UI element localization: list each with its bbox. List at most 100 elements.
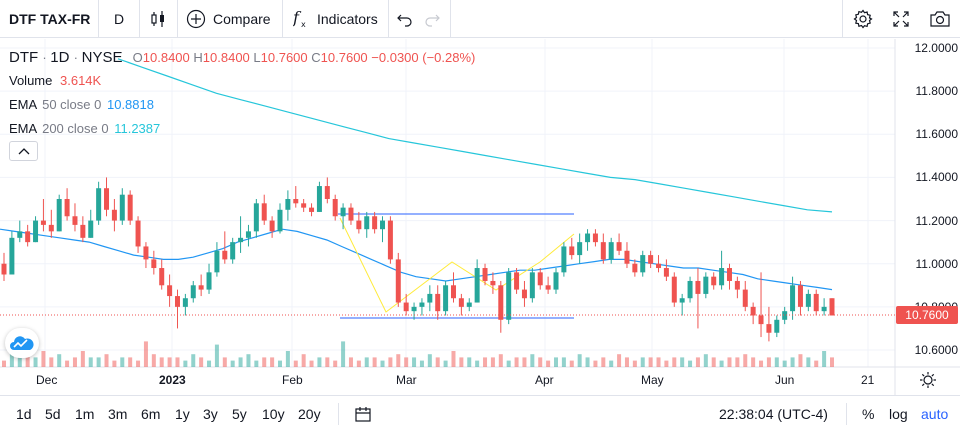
volume-bar [703,354,708,367]
auto-toggle[interactable]: auto [921,406,949,422]
volume-bar [230,360,235,367]
candle-body [269,220,275,232]
axis-settings-button[interactable] [919,371,937,394]
candle-body [104,188,110,210]
candle-body [9,237,15,275]
chart-type-button[interactable] [149,0,167,38]
candle-body [403,302,409,312]
volume-bar [159,357,164,367]
candle-body [182,298,188,307]
volume-bar [498,354,503,367]
undo-button[interactable] [396,0,414,38]
log-toggle[interactable]: log [889,406,908,422]
volume-bar [656,357,661,367]
compare-button[interactable]: Compare [186,0,271,38]
ema200-legend[interactable]: EMA 200 close 0 11.2387 [9,121,160,136]
volume-bar [325,357,330,367]
candle-body [640,255,646,273]
range-button-6m[interactable]: 6m [141,406,161,422]
legend-collapse-button[interactable] [9,141,38,161]
range-button-10y[interactable]: 10y [262,406,285,422]
volume-bar [183,360,188,367]
symbol-search-button[interactable]: DTF TAX-FR [9,0,90,38]
chevron-up-icon [18,147,30,155]
volume-bar [688,360,693,367]
bottom-divider [338,403,339,425]
low-label: L [253,50,261,65]
svg-text:f: f [293,9,302,27]
range-button-1m[interactable]: 1m [75,406,95,422]
time-tick-label: Dec [36,373,58,387]
range-button-1d[interactable]: 1d [16,406,32,422]
clock[interactable]: 22:38:04 (UTC-4) [719,406,828,422]
toolbar-divider [388,0,389,38]
tradingview-logo[interactable] [5,328,39,358]
candle-body [443,285,449,312]
range-button-3y[interactable]: 3y [203,406,218,422]
volume-bar [167,357,172,367]
time-tick-label: Apr [535,373,554,387]
toolbar-divider [139,0,140,38]
volume-bar [175,357,180,367]
fullscreen-button[interactable] [892,0,910,38]
candle-body [569,246,575,256]
candle-body [624,250,630,264]
volume-bar [199,357,204,367]
candle-body [782,311,788,320]
volume-bar [585,357,590,367]
toolbar-divider [282,0,283,38]
bottom-toolbar [0,395,960,433]
volume-bar [593,360,598,367]
candle-body [206,272,212,290]
go-to-date-button[interactable] [354,405,372,428]
volume-bar [333,360,338,367]
sun-settings-icon [919,371,937,389]
candle-body [167,285,173,297]
ema50-series [0,228,833,291]
volume-legend[interactable]: Volume 3.614K [9,73,101,88]
undo-icon [396,10,414,28]
redo-button[interactable] [423,0,441,38]
candle-body [679,298,685,303]
candle-body [813,293,819,312]
range-button-5y[interactable]: 5y [232,406,247,422]
candle-body [80,224,86,238]
candle-body [506,272,512,320]
volume-bar [561,357,566,367]
candle-body [230,242,236,260]
volume-value: 3.614K [60,73,102,88]
candle-body [64,199,70,217]
candle-body [372,216,378,230]
open-label: O [132,50,143,65]
volume-bar [609,360,614,367]
interval-button[interactable]: D [114,0,124,38]
high-label: H [193,50,203,65]
candle-body [1,263,7,275]
volume-bar [33,357,38,367]
range-button-20y[interactable]: 20y [298,406,321,422]
range-button-5d[interactable]: 5d [45,406,61,422]
screenshot-button[interactable] [929,0,951,38]
volume-bar [412,357,417,367]
volume-bar [672,357,677,367]
candle-body [577,242,583,256]
candle-body [600,242,606,260]
ema50-legend[interactable]: EMA 50 close 0 10.8818 [9,97,154,112]
indicators-label: Indicators [317,11,378,27]
volume-bar [490,357,495,367]
candle-body [758,315,764,325]
candle-body [332,199,338,217]
percent-toggle[interactable]: % [862,406,875,422]
candle-body [482,268,488,281]
candle-body [466,302,472,307]
settings-button[interactable] [853,0,873,38]
range-button-3m[interactable]: 3m [108,406,128,422]
calendar-icon [354,405,372,423]
candle-body [829,298,835,316]
range-button-1y[interactable]: 1y [175,406,190,422]
candle-body [742,289,748,307]
volume-bar [664,360,669,367]
candle-body [143,246,149,260]
